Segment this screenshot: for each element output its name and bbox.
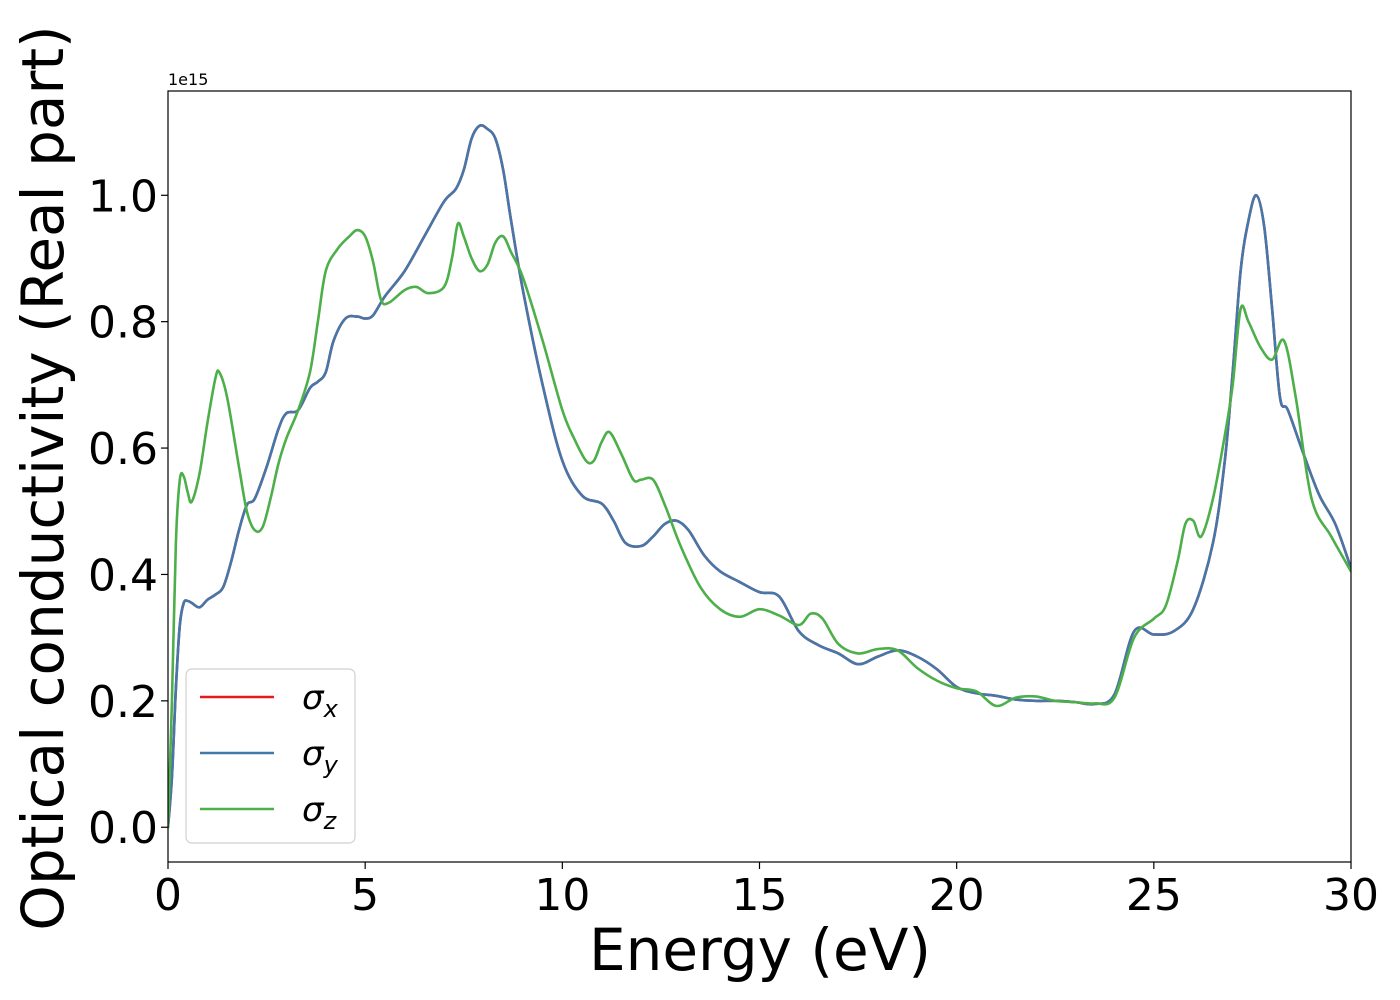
series-lines [168, 123, 1351, 829]
series-line-y [168, 123, 1351, 829]
x-tick-label: 10 [534, 870, 590, 921]
x-tick-label: 30 [1323, 870, 1379, 921]
x-tick-label: 5 [351, 870, 379, 921]
y-offset-label: 1e15 [168, 70, 208, 89]
x-tick-label: 15 [732, 870, 788, 921]
x-tick-label: 0 [154, 870, 182, 921]
y-tick-label: 0.0 [88, 803, 158, 854]
y-tick-label: 0.6 [88, 424, 158, 475]
x-axis-title: Energy (eV) [589, 916, 931, 984]
y-tick-label: 0.4 [88, 550, 158, 601]
legend-box [185, 668, 356, 844]
series-line-z [168, 221, 1351, 829]
x-tick-label: 20 [929, 870, 985, 921]
legend: σx σy σz [185, 668, 356, 844]
legend-label-x: σx [302, 678, 339, 723]
y-tick-label: 0.8 [88, 298, 158, 349]
y-axis-title: Optical conductivity (Real part) [9, 25, 77, 930]
x-tick-label: 25 [1126, 870, 1182, 921]
legend-label-z: σz [302, 790, 338, 835]
legend-label-y: σy [302, 734, 339, 779]
y-tick-label: 1.0 [88, 171, 158, 222]
y-axis-ticks: 0.0 0.2 0.4 0.6 0.8 1.0 [88, 171, 168, 854]
x-axis-ticks: 0 5 10 15 20 25 30 [154, 862, 1379, 921]
y-tick-label: 0.2 [88, 677, 158, 728]
